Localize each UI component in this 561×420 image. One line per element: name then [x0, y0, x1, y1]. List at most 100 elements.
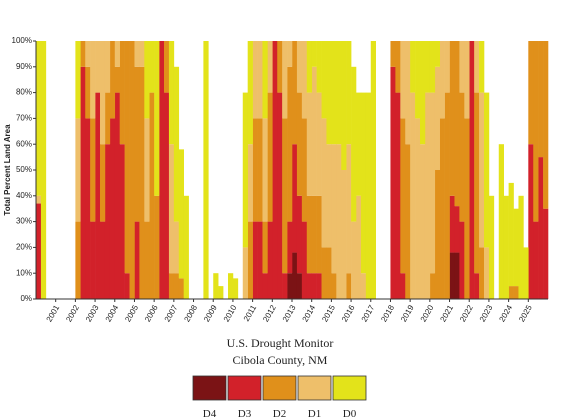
area-segment [360, 92, 367, 274]
y-tick-label: 30% [16, 217, 32, 226]
area-segment [257, 118, 263, 222]
area-segment [420, 41, 426, 145]
area-segment [139, 66, 145, 299]
area-segment [287, 221, 293, 274]
area-segment [410, 41, 416, 93]
area-segment [277, 41, 283, 93]
area-segment [159, 41, 165, 299]
area-segment [405, 144, 411, 299]
area-segment [154, 41, 160, 196]
area-segment [129, 41, 135, 299]
area-segment [292, 41, 298, 145]
area-segment [109, 41, 116, 119]
area-segment [454, 41, 460, 207]
area-segment [144, 221, 150, 299]
area-segment [262, 118, 268, 222]
area-segment [178, 149, 184, 279]
area-segment [316, 41, 322, 93]
area-segment [464, 118, 470, 300]
area-segment [513, 208, 519, 287]
area-segment [518, 195, 524, 299]
legend-swatch [332, 375, 367, 401]
area-segment [484, 247, 490, 299]
area-segment [444, 92, 450, 299]
x-tick-label: 2003 [84, 303, 101, 323]
area-segment [533, 41, 539, 222]
area-segment [513, 286, 519, 299]
area-segment [75, 118, 81, 222]
x-tick-label: 2020 [419, 303, 436, 323]
x-tick-label: 2017 [360, 303, 377, 323]
area-segment [178, 278, 184, 299]
area-segment [36, 41, 42, 196]
area-segment [168, 41, 175, 145]
area-segment [85, 118, 91, 300]
area-segment [415, 118, 421, 300]
y-tick-label: 100% [12, 36, 32, 45]
area-segment [218, 286, 224, 299]
legend-swatch [192, 375, 227, 401]
area-segment [370, 41, 376, 299]
area-segment [252, 41, 258, 119]
area-segment [474, 273, 480, 299]
area-segment [434, 170, 440, 299]
area-segment [311, 66, 317, 196]
area-segment [449, 252, 455, 299]
area-segment [40, 41, 47, 299]
area-segment [287, 66, 293, 222]
area-segment [144, 41, 150, 119]
area-segment [508, 182, 514, 287]
area-segment [479, 41, 485, 93]
x-tick-label: 2013 [281, 303, 298, 323]
area-segment [114, 92, 120, 299]
area-segment [306, 41, 312, 93]
area-segment [296, 41, 303, 93]
area-segment [100, 144, 106, 222]
area-segment [149, 92, 155, 299]
y-tick-label: 10% [16, 268, 32, 277]
area-segment [449, 195, 455, 253]
area-segment [523, 247, 529, 299]
area-segment [488, 195, 495, 299]
area-segment [346, 41, 352, 145]
area-segment [395, 92, 401, 299]
area-segment [543, 208, 549, 299]
area-segment [390, 41, 396, 67]
area-segment [429, 41, 436, 93]
area-segment [75, 41, 81, 119]
area-segment [149, 41, 155, 93]
area-segment [267, 92, 273, 222]
legend-swatch [262, 375, 297, 401]
area-segment [262, 221, 268, 274]
area-segment [287, 41, 293, 67]
legend-label: D0 [343, 408, 357, 420]
area-segment [321, 247, 327, 299]
area-segment [434, 41, 440, 67]
area-segment [306, 273, 312, 299]
area-segment [351, 221, 357, 299]
area-segment [341, 170, 347, 299]
area-segment [400, 273, 406, 299]
y-axis-label: Total Percent Land Area [3, 124, 12, 216]
area-segment [390, 66, 396, 299]
x-tick-label: 2021 [438, 303, 455, 323]
area-segment [405, 41, 411, 145]
area-segment [429, 273, 436, 299]
area-segment [100, 41, 106, 145]
area-segment [439, 41, 445, 119]
x-tick-label: 2025 [517, 303, 534, 323]
area-segment [326, 247, 332, 299]
area-segment [321, 41, 327, 119]
x-tick-label: 2010 [222, 303, 239, 323]
x-tick-label: 2012 [261, 303, 278, 323]
area-segment [173, 66, 180, 222]
area-segment [36, 195, 42, 204]
legend-label: D1 [308, 408, 321, 420]
area-segment [400, 41, 406, 119]
area-segment [282, 41, 288, 119]
area-segment [232, 278, 239, 299]
area-segment [400, 118, 406, 274]
area-segment [306, 195, 312, 274]
area-segment [346, 144, 352, 274]
